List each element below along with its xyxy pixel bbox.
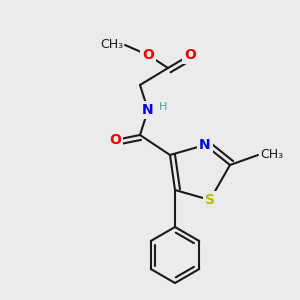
Text: CH₃: CH₃ [100, 38, 123, 52]
Text: N: N [199, 138, 211, 152]
Text: O: O [142, 48, 154, 62]
Text: S: S [205, 193, 215, 207]
Text: O: O [184, 48, 196, 62]
Text: CH₃: CH₃ [260, 148, 283, 161]
Text: O: O [109, 133, 121, 147]
Text: H: H [159, 102, 167, 112]
Text: N: N [142, 103, 154, 117]
